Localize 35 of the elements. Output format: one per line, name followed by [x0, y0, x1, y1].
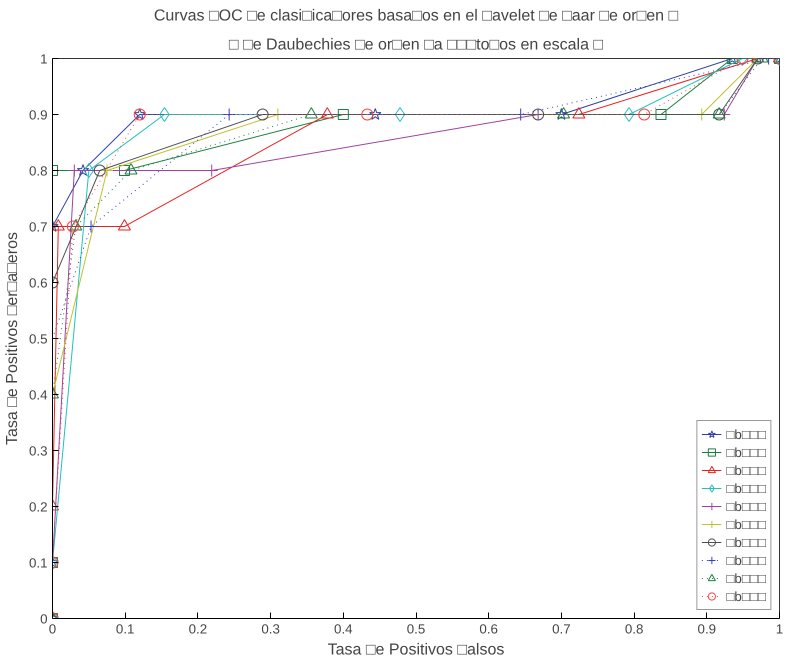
legend-label: □b□□□	[726, 426, 766, 443]
legend-label: □b□□□	[726, 498, 766, 515]
y-tick-label: 0.3	[28, 444, 48, 458]
x-tick-label: 0.5	[406, 622, 426, 636]
y-tick-label: 0.2	[28, 500, 48, 514]
legend-label: □b□□□	[726, 444, 766, 461]
legend-label: □b□□□	[726, 480, 766, 497]
x-tick-label: 0.4	[334, 622, 354, 636]
legend-label: □b□□□	[726, 516, 766, 533]
legend-label: □b□□□	[726, 588, 766, 605]
x-tick-label: 0.8	[624, 622, 644, 636]
x-tick-label: 0.6	[479, 622, 498, 636]
legend-label: □b□□□	[726, 534, 766, 551]
y-axis-title: Tasa □e Positivos □er□a□eros	[4, 232, 21, 445]
y-tick-label: 0	[40, 612, 48, 626]
y-tick-label: 0.1	[28, 556, 48, 570]
x-tick-label: 0.1	[116, 622, 134, 636]
chart-subtitle: □ □e Daubechies □e or□en □a □□□to□os en escala □	[228, 36, 604, 54]
y-tick-label: 0.5	[28, 332, 48, 346]
legend-label: □b□□□	[726, 462, 766, 479]
x-tick-label: 0.9	[698, 622, 716, 636]
y-tick-label: 0.8	[28, 164, 48, 178]
y-tick-label: 0.9	[28, 108, 48, 122]
y-tick-label: 0.7	[28, 220, 48, 234]
x-axis-title: Tasa □e Positivos □alsos	[328, 642, 504, 658]
legend-label: □b□□□	[726, 570, 766, 587]
x-tick-label: 0.3	[261, 622, 280, 636]
y-tick-label: 1	[40, 52, 48, 66]
legend-label: □b□□□	[726, 552, 766, 569]
x-tick-label: 0.7	[552, 622, 571, 636]
x-tick-label: 1	[776, 622, 784, 636]
y-tick-label: 0.6	[28, 276, 48, 290]
chart-title: Curvas □OC □e clasi□ica□ores basa□os en el □avelet □e □aar □e or□en □	[154, 8, 678, 24]
x-tick-label: 0.2	[188, 622, 208, 636]
y-tick-label: 0.4	[28, 388, 48, 402]
